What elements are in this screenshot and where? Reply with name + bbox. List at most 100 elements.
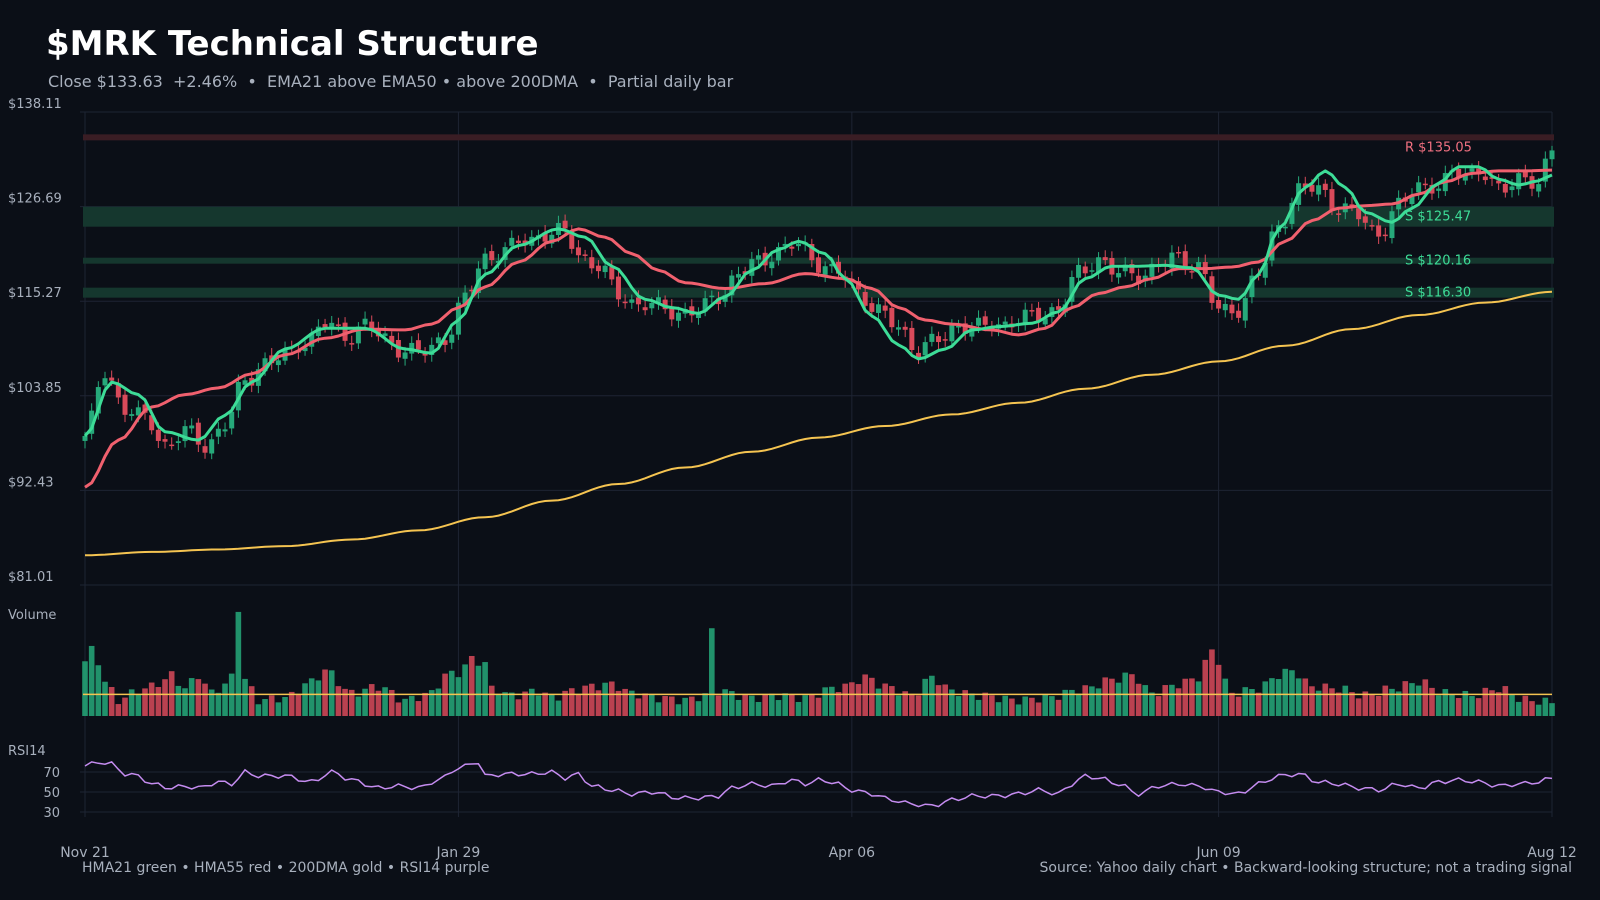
price-tick-label: $92.43	[8, 475, 54, 490]
candle-body	[449, 334, 455, 343]
volume-bar	[1142, 685, 1149, 716]
volume-bar	[902, 691, 908, 716]
volume-bar	[295, 694, 302, 716]
candle-body	[1376, 225, 1382, 237]
candle-body	[622, 301, 628, 304]
volume-bar	[689, 696, 695, 716]
candle-body	[702, 298, 708, 312]
volume-bar	[829, 686, 835, 716]
candle-body	[362, 318, 368, 325]
volume-bar	[355, 696, 362, 716]
volume-bar	[255, 704, 262, 716]
x-tick-label: Jun 09	[1196, 845, 1241, 861]
volume-bar	[1149, 692, 1155, 716]
candle-body	[749, 259, 755, 276]
volume-bar	[722, 689, 728, 716]
candle-body	[129, 414, 135, 416]
candle-body	[629, 299, 635, 303]
volume-bar	[742, 694, 748, 716]
candle-body	[862, 291, 868, 306]
candle-body	[1082, 266, 1088, 274]
candle-body	[175, 441, 181, 443]
candle-body	[1316, 185, 1322, 195]
candle-body	[649, 302, 655, 309]
volume-bar	[1415, 685, 1422, 716]
candle-body	[1516, 173, 1522, 190]
volume-bar	[855, 684, 862, 716]
candle-body	[1356, 208, 1362, 220]
volume-bar	[882, 683, 888, 716]
candle-body	[1289, 202, 1295, 224]
footer-legend: HMA21 green • HMA55 red • 200DMA gold • …	[82, 860, 490, 876]
candle-body	[822, 266, 828, 275]
candle-body	[936, 336, 942, 343]
candle-body	[949, 325, 955, 342]
candle-body	[715, 298, 721, 305]
candle-body	[635, 297, 641, 305]
candle-body	[1309, 184, 1315, 192]
volume-bar	[1042, 694, 1049, 716]
volume-bar	[1195, 681, 1202, 716]
volume-bar	[955, 696, 962, 716]
candle-body	[1169, 252, 1175, 269]
volume-bar	[415, 701, 422, 716]
candle-body	[1222, 303, 1228, 311]
candle-body	[1322, 183, 1328, 190]
volume-bar	[889, 686, 895, 716]
rsi-line	[84, 761, 1553, 808]
volume-bar	[262, 699, 268, 716]
candle-body	[95, 387, 101, 414]
candle-body	[1056, 306, 1062, 310]
volume-bar	[335, 686, 342, 716]
price-tick-label: $81.01	[8, 570, 54, 585]
volume-bar	[275, 702, 282, 716]
volume-bar	[762, 694, 768, 716]
volume-bar	[615, 690, 622, 716]
candle-body	[195, 422, 201, 445]
volume-bar	[455, 677, 462, 716]
volume-bar	[1449, 693, 1455, 716]
volume-bar	[122, 697, 128, 716]
volume-bar	[528, 688, 535, 716]
candle-body	[669, 306, 675, 320]
candle-body	[775, 247, 781, 261]
candle-body	[549, 234, 555, 244]
volume-bar	[322, 669, 328, 716]
volume-bar	[1055, 699, 1062, 716]
volume-bar	[1429, 687, 1435, 716]
candle-body	[1122, 264, 1128, 272]
candle-body	[509, 237, 515, 246]
volume-bar	[655, 702, 662, 716]
candle-body	[575, 247, 581, 256]
volume-bar	[1275, 679, 1282, 716]
volume-bar	[368, 684, 375, 716]
candle-body	[1116, 273, 1122, 278]
support-band	[83, 206, 1554, 227]
volume-panel-label: Volume	[8, 608, 56, 623]
volume-bar	[749, 695, 755, 716]
candle-body	[976, 317, 982, 326]
volume-bar	[1282, 668, 1289, 716]
volume-bar	[1475, 698, 1482, 716]
candle-body	[1502, 183, 1508, 193]
volume-bar	[675, 704, 682, 716]
candle-body	[515, 240, 521, 243]
candle-body	[275, 360, 281, 366]
candle-body	[829, 263, 835, 267]
candle-body	[1002, 321, 1008, 325]
candle-body	[1182, 251, 1188, 269]
candle-body	[569, 231, 575, 249]
volume-bar	[315, 680, 322, 716]
volume-bar	[1249, 689, 1255, 716]
volume-bar	[488, 685, 495, 716]
volume-bar	[1242, 687, 1249, 716]
volume-bar	[1462, 690, 1469, 716]
price-tick-label: $138.11	[8, 97, 62, 112]
candle-body	[816, 257, 821, 273]
volume-bar	[895, 695, 902, 716]
volume-bar	[789, 694, 795, 716]
volume-bar	[1269, 678, 1275, 716]
volume-bar	[1135, 683, 1142, 716]
candle-body	[1489, 177, 1495, 179]
volume-bar	[522, 691, 528, 716]
